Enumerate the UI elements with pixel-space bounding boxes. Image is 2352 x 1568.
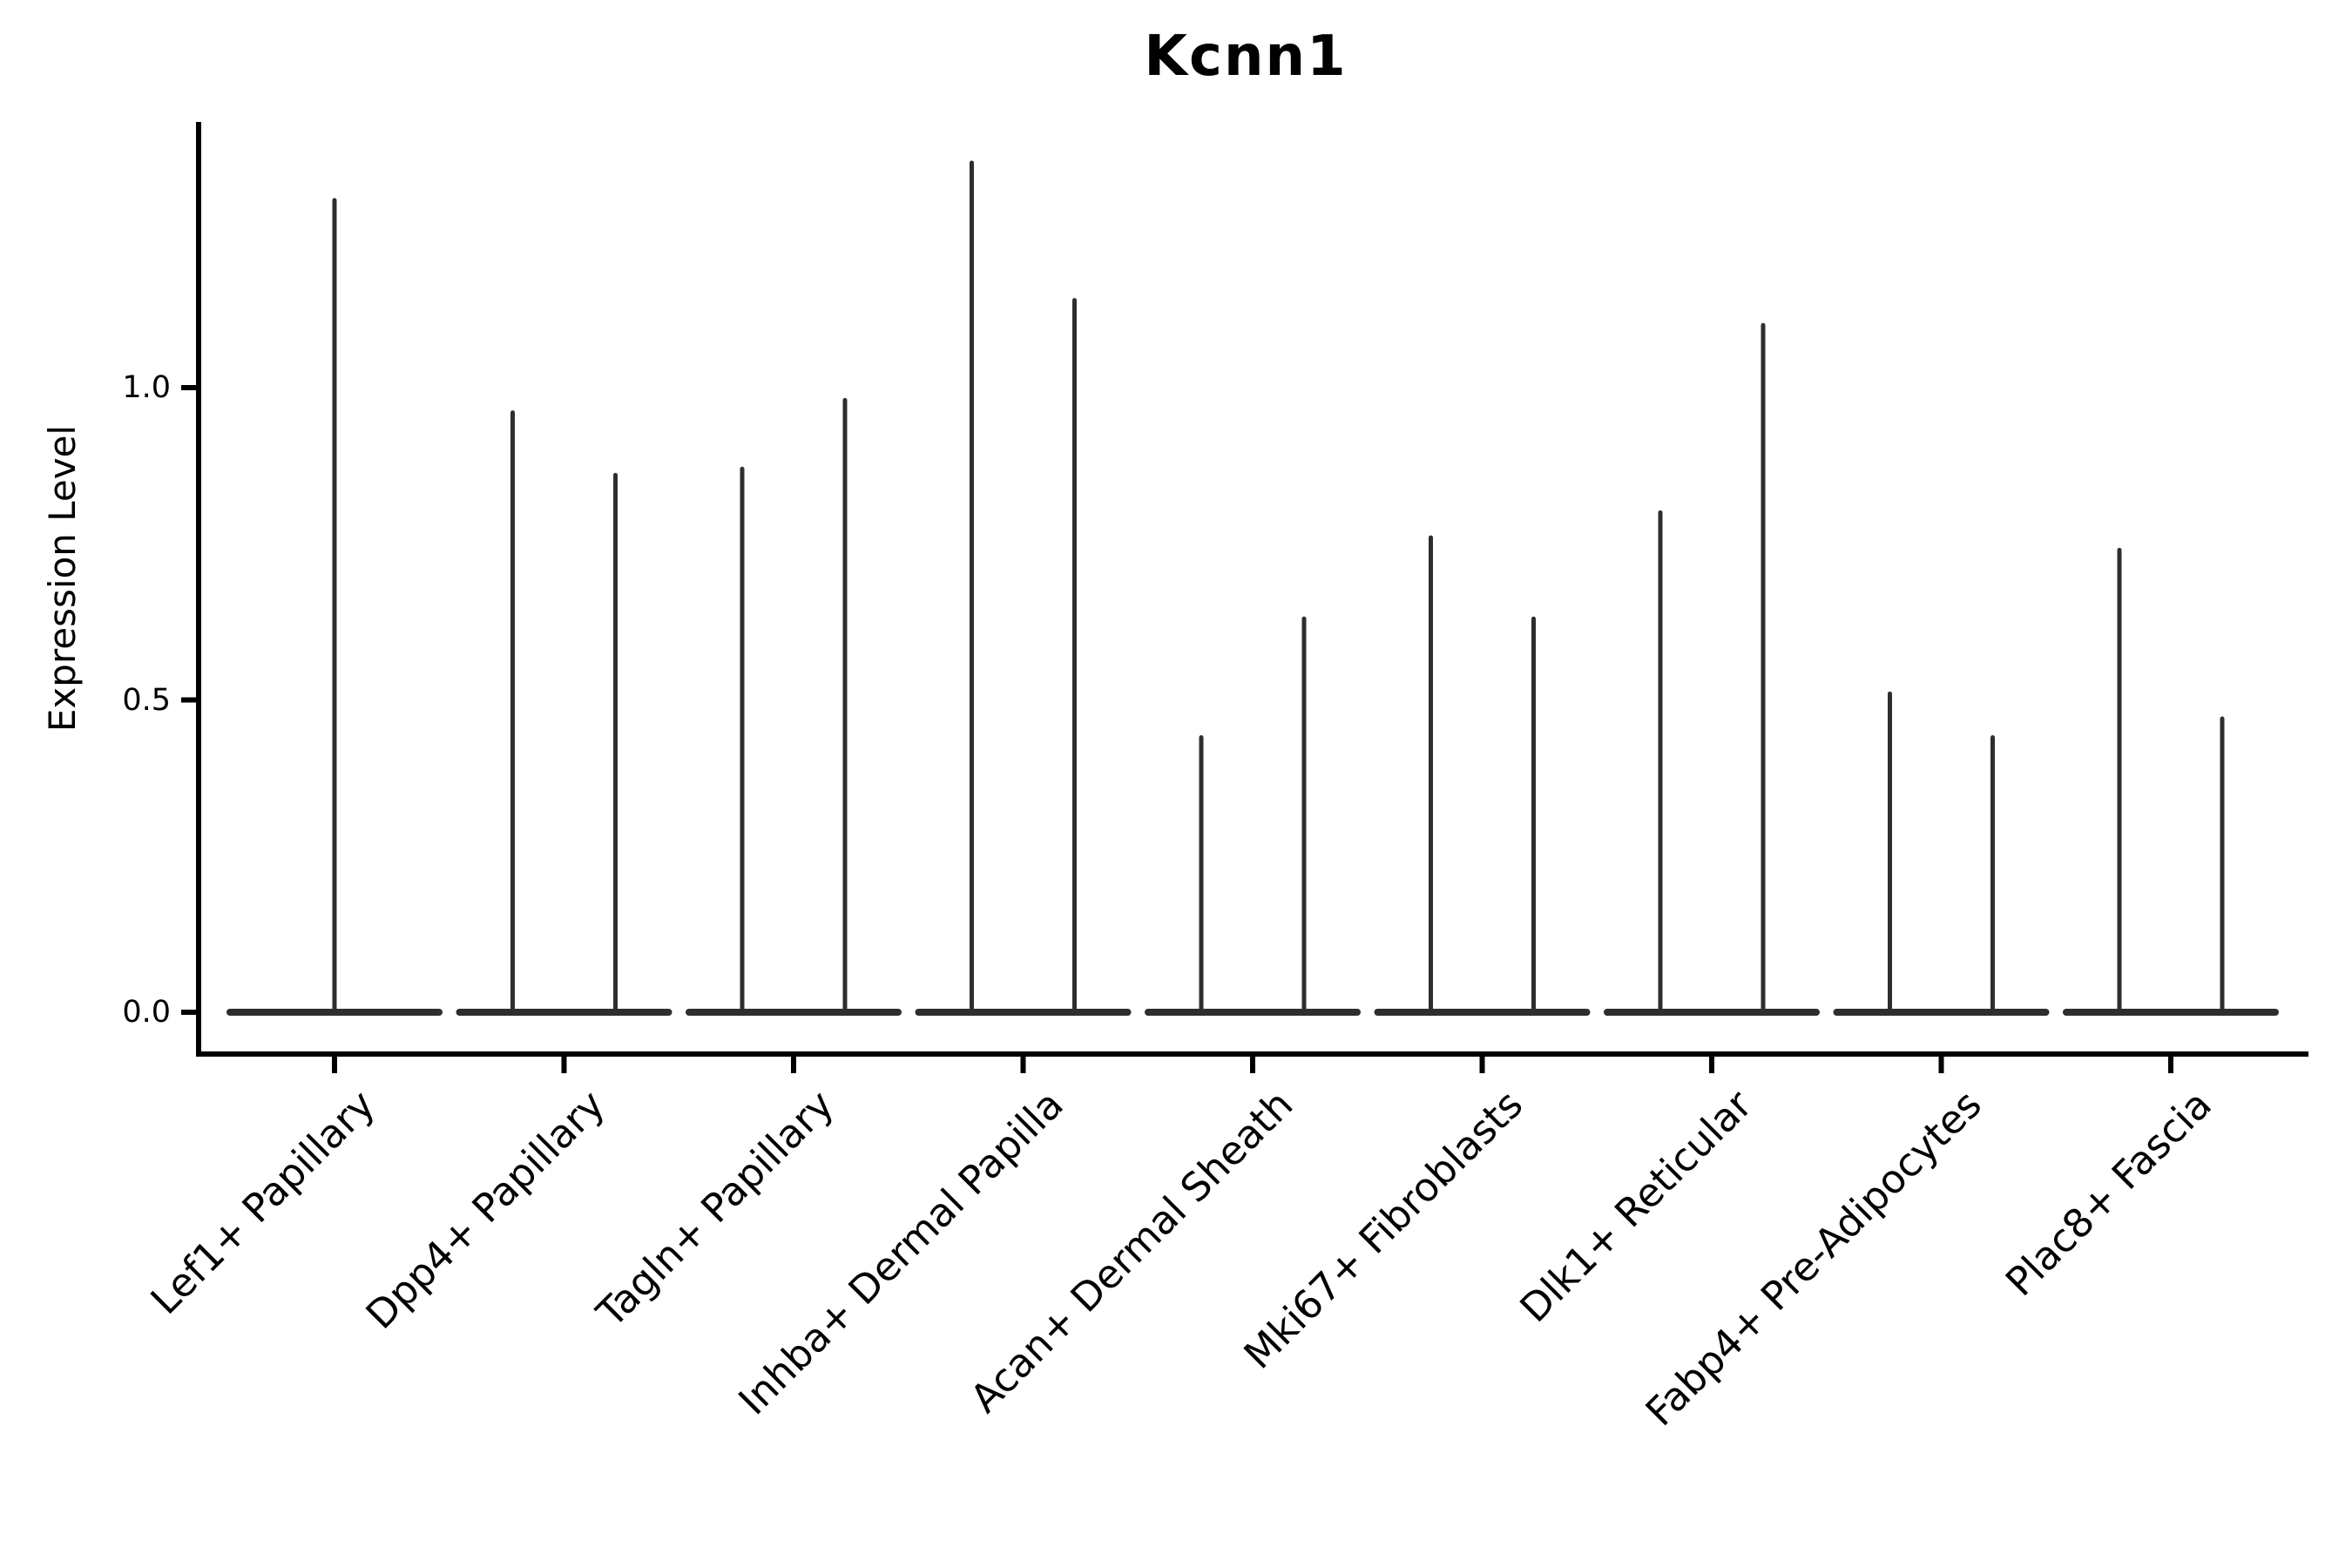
violin [226, 198, 443, 1016]
y-tick-label: 0.0 [122, 995, 171, 1030]
violin [1145, 616, 1361, 1016]
violin [1374, 535, 1591, 1016]
violin [1833, 691, 2050, 1016]
y-tick-label: 0.5 [122, 682, 171, 718]
violin [456, 410, 672, 1016]
plot-title: Kcnn1 [1144, 24, 1348, 89]
axes-spines [181, 122, 2308, 1073]
violin [1604, 322, 1820, 1016]
violin [2063, 547, 2279, 1016]
y-tick-label: 1.0 [122, 370, 171, 405]
violin [915, 160, 1132, 1016]
violin [686, 397, 902, 1016]
